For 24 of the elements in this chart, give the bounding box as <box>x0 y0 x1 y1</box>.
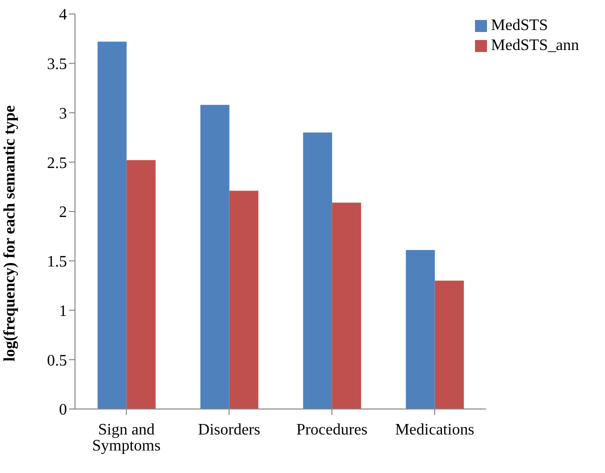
bar <box>406 250 435 409</box>
bar <box>200 104 230 409</box>
x-tick-label: Procedures <box>296 421 368 438</box>
bar <box>126 160 156 409</box>
bar <box>98 42 127 409</box>
y-tick-label: 2.5 <box>47 154 67 172</box>
y-axis-title: log(frequency) for each semantic type <box>2 105 19 362</box>
y-tick-label: 0 <box>59 402 67 419</box>
y-tick-label: 4 <box>59 6 67 24</box>
y-tick-label: 1 <box>59 302 67 320</box>
bar <box>229 190 258 409</box>
x-tick-label: Disorders <box>198 421 260 438</box>
y-tick-label: 2 <box>59 204 67 222</box>
y-tick-label: 1.5 <box>47 254 67 271</box>
legend-label: MedSTS <box>491 17 548 34</box>
bar <box>332 202 362 409</box>
y-tick-label: 0.5 <box>47 352 67 370</box>
y-tick-label: 3.5 <box>47 56 67 74</box>
legend-label: MedSTS_ann <box>491 37 579 54</box>
x-tick-label: Medications <box>395 421 474 438</box>
bar <box>434 280 464 409</box>
x-tick-label: Sign and Symptoms <box>92 421 161 454</box>
bar <box>303 132 332 409</box>
y-tick-label: 3 <box>59 105 67 122</box>
